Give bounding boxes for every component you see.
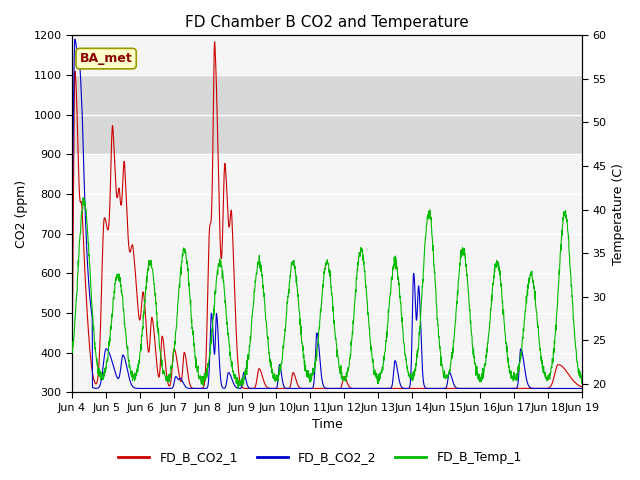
- FD_B_CO2_2: [68, 194, 76, 200]
- Y-axis label: Temperature (C): Temperature (C): [612, 163, 625, 265]
- FD_B_CO2_1: [578, 384, 586, 390]
- Title: FD Chamber B CO2 and Temperature: FD Chamber B CO2 and Temperature: [185, 15, 469, 30]
- FD_B_CO2_2: [71, 36, 79, 42]
- FD_B_CO2_2: [578, 385, 586, 391]
- FD_B_Temp_1: [303, 368, 311, 374]
- FD_B_CO2_1: [303, 385, 310, 391]
- FD_B_CO2_2: [317, 363, 324, 369]
- FD_B_CO2_1: [564, 370, 572, 376]
- FD_B_CO2_2: [564, 385, 572, 391]
- Line: FD_B_CO2_1: FD_B_CO2_1: [72, 42, 582, 388]
- Line: FD_B_Temp_1: FD_B_Temp_1: [72, 198, 582, 388]
- X-axis label: Time: Time: [312, 419, 342, 432]
- FD_B_CO2_1: [317, 385, 324, 391]
- FD_B_Temp_1: [578, 381, 586, 386]
- FD_B_Temp_1: [68, 348, 76, 354]
- FD_B_Temp_1: [564, 227, 572, 233]
- Line: FD_B_CO2_2: FD_B_CO2_2: [72, 39, 582, 388]
- FD_B_Temp_1: [470, 355, 478, 360]
- Text: BA_met: BA_met: [80, 52, 132, 65]
- FD_B_CO2_1: [68, 343, 76, 348]
- Y-axis label: CO2 (ppm): CO2 (ppm): [15, 180, 28, 248]
- FD_B_CO2_1: [312, 385, 320, 391]
- FD_B_CO2_2: [470, 385, 478, 391]
- FD_B_Temp_1: [95, 366, 102, 372]
- FD_B_Temp_1: [317, 306, 324, 312]
- FD_B_CO2_2: [160, 385, 168, 391]
- Legend: FD_B_CO2_1, FD_B_CO2_2, FD_B_Temp_1: FD_B_CO2_1, FD_B_CO2_2, FD_B_Temp_1: [113, 446, 527, 469]
- FD_B_CO2_2: [303, 385, 311, 391]
- FD_B_CO2_2: [95, 385, 102, 391]
- FD_B_CO2_1: [211, 39, 218, 45]
- FD_B_Temp_1: [79, 195, 87, 201]
- FD_B_CO2_1: [94, 373, 102, 379]
- Bar: [72, 75, 582, 155]
- FD_B_CO2_1: [564, 370, 572, 375]
- FD_B_CO2_1: [470, 385, 478, 391]
- FD_B_Temp_1: [564, 222, 572, 228]
- FD_B_CO2_2: [564, 385, 572, 391]
- FD_B_Temp_1: [234, 385, 242, 391]
